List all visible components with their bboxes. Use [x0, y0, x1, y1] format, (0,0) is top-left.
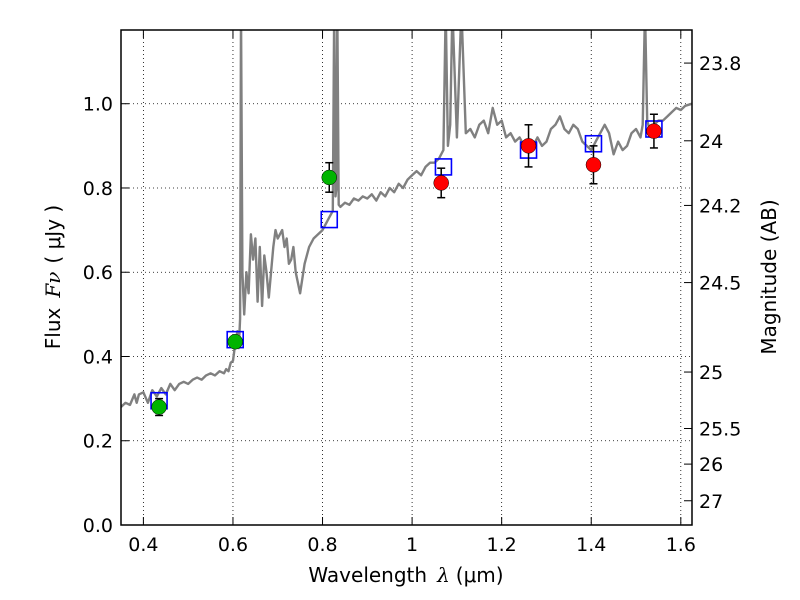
x-tick-label: 1 [406, 534, 418, 556]
y-tick-label: 1.0 [83, 94, 113, 116]
y2-tick-label: 24.5 [699, 273, 741, 295]
y-tick-label: 0.2 [83, 431, 113, 453]
axis-ticks [121, 30, 692, 526]
observed-flux-point [433, 175, 449, 191]
y2-tick-label: 26 [699, 454, 723, 476]
observed-flux-point [520, 138, 537, 154]
markers-layer [150, 113, 663, 417]
y2-tick-label: 25.5 [699, 418, 741, 440]
model-photometry-square [320, 210, 339, 229]
y2-tick-label: 25 [699, 362, 723, 384]
observed-flux-point [227, 333, 243, 350]
observed-flux-point [321, 169, 337, 186]
model-photometry-square [434, 158, 453, 176]
y2-tick-labels: 23.8 24 24.2 24.5 25 25.5 26 27 [699, 53, 741, 513]
x-tick-label: 1.6 [666, 534, 696, 556]
x-tick-label: 1.2 [487, 534, 517, 556]
y-tick-label: 0.6 [83, 262, 113, 284]
x-tick-label: 0.8 [307, 534, 337, 556]
y2-tick-label: 27 [699, 491, 723, 513]
y-tick-label: 0.4 [83, 346, 113, 368]
x-tick-label: 0.4 [128, 534, 158, 556]
y2-tick-label: 23.8 [699, 53, 741, 75]
y-tick-label: 0.8 [83, 178, 113, 200]
y-tick-label: 0.0 [83, 515, 113, 537]
observed-flux-point [646, 123, 662, 139]
y2-axis-label: Magnitude (AB) [757, 199, 781, 354]
observed-flux-point [585, 157, 602, 173]
spectrum-layer [121, 30, 692, 408]
model-spectrum-line [121, 30, 692, 408]
grid-lines [121, 30, 692, 526]
y-axis-label: FluxFν( μJy ) [41, 205, 65, 349]
observed-flux-point [151, 399, 167, 415]
x-tick-label: 1.4 [576, 534, 606, 556]
y2-tick-label: 24.2 [699, 195, 741, 217]
x-tick-label: 0.6 [218, 534, 248, 556]
y-tick-labels: 0.0 0.2 0.4 0.6 0.8 1.0 [83, 94, 113, 537]
x-axis-label: Wavelength λ (μm) [308, 563, 503, 587]
plot-frame [120, 29, 693, 526]
x-tick-labels: 0.4 0.6 0.8 1 1.2 1.4 1.6 [128, 534, 696, 556]
y2-tick-label: 24 [699, 131, 723, 153]
